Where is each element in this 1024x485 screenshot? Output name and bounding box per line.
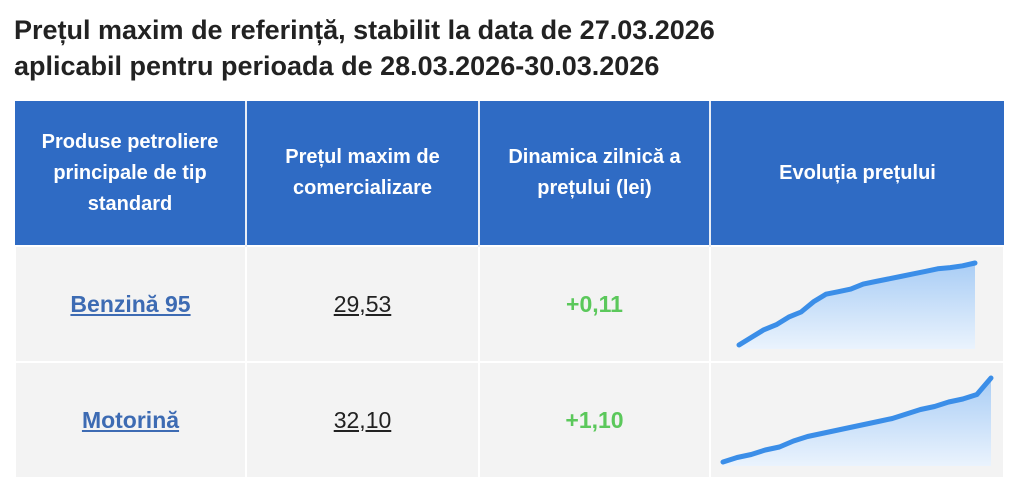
price[interactable]: 29,53 [333,290,392,317]
sparkline [720,375,994,466]
sparkline-line [720,375,994,465]
price[interactable]: 32,10 [333,406,392,433]
cell: Motorină [14,361,247,479]
sparkline [736,260,978,349]
title: Prețul maxim de referință, stabilit la d… [14,12,715,84]
product-link[interactable]: Motorină [81,406,180,433]
change: +1,10 [565,406,624,433]
cell: +0,11 [478,245,711,363]
cell: 29,53 [245,245,480,363]
title-line: aplicabil pentru perioada de 28.03.2026-… [14,51,660,81]
column-header: Dinamica zilnică a prețului (lei) [479,101,711,246]
sparkline-area [739,263,975,349]
cell: +1,10 [478,361,711,479]
column-header: Evoluția prețului [710,101,1004,246]
row: Benzină 95 29,53 +0,11 [14,245,1005,363]
change: +0,11 [566,290,623,317]
row: Motorină 32,10 +1,10 [14,361,1005,479]
cell [709,245,1005,363]
cell: Benzină 95 [14,245,247,363]
cell [709,361,1005,479]
title-line: Prețul maxim de referință, stabilit la d… [14,15,715,45]
sparkline-line [736,260,978,348]
price-table: Produse petroliere principale de tip sta… [14,101,1005,479]
column-header: Prețul maxim de comercializare [246,101,480,246]
column-header: Produse petroliere principale de tip sta… [15,101,247,246]
cell: 32,10 [245,361,480,479]
product-link[interactable]: Benzină 95 [70,290,191,317]
